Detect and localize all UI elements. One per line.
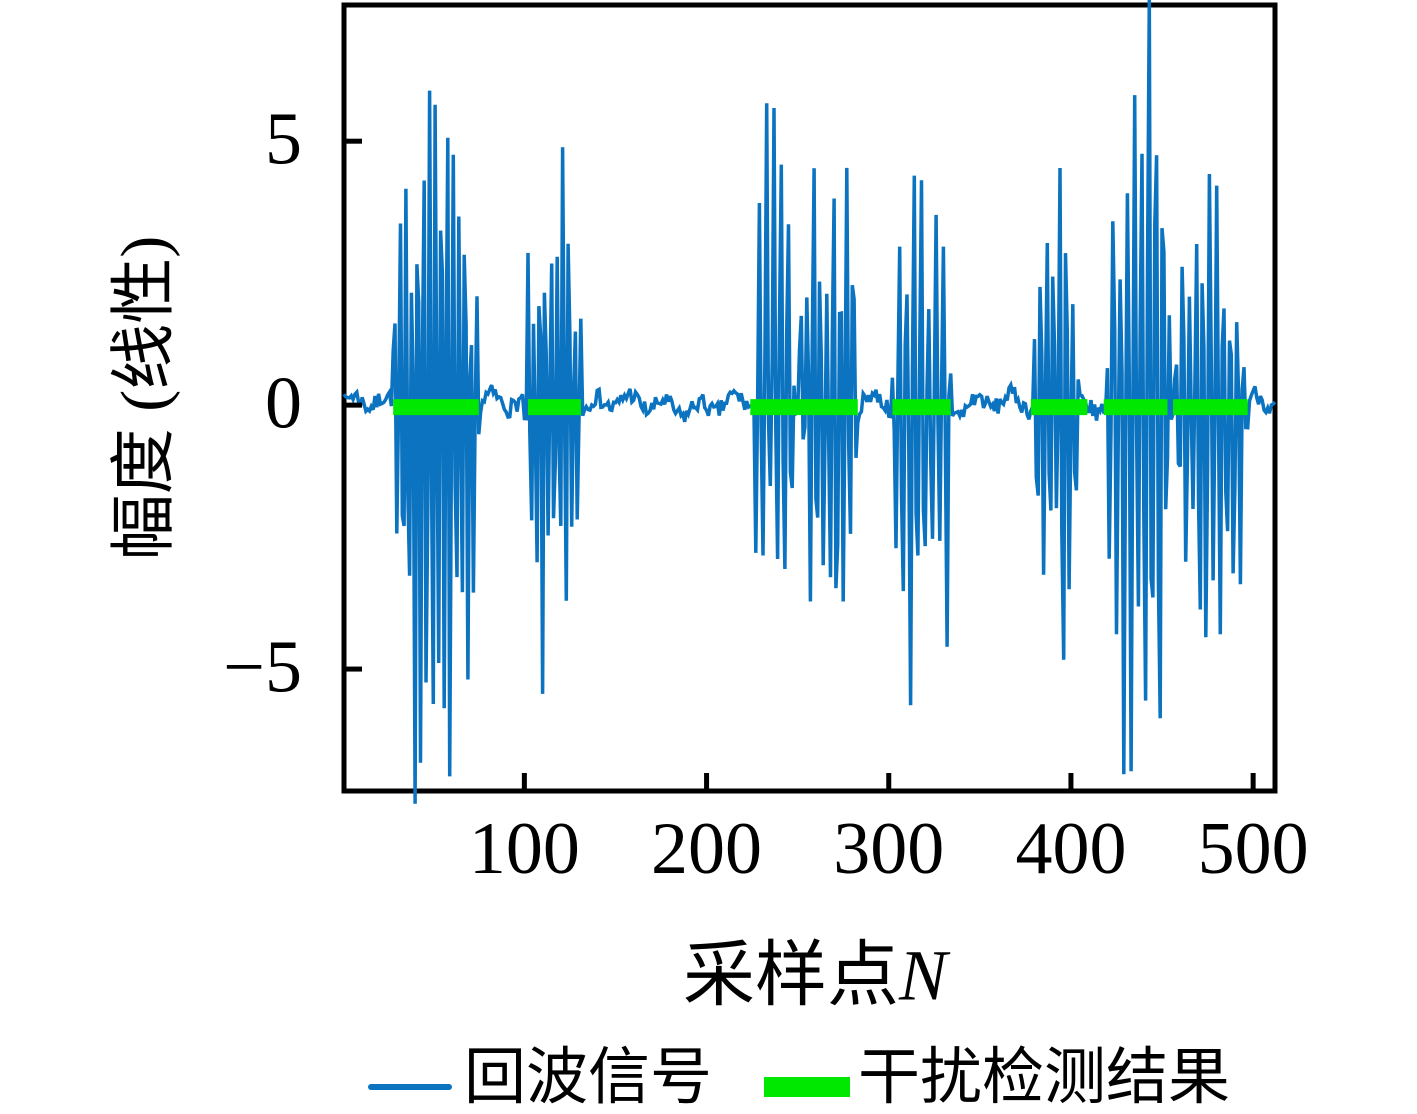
x-tick-label-300: 300	[833, 808, 945, 890]
y-tick-label-−5: −5	[223, 626, 302, 709]
y-axis-label: 幅度 (线性)	[108, 235, 181, 561]
x-axis-label-text: 采样点	[682, 935, 899, 1016]
x-axis-label-variable: N	[898, 935, 948, 1016]
x-tick-label-100: 100	[468, 808, 580, 890]
axis-ticks	[346, 138, 1256, 789]
y-tick-label-5: 5	[265, 98, 302, 181]
y-tick-label-0: 0	[265, 362, 302, 445]
echo-signal-line	[342, 0, 1277, 804]
x-axis-label: 采样点N	[683, 916, 947, 1021]
axes-frame	[341, 2, 1278, 794]
x-tick-label-400: 400	[1015, 808, 1127, 890]
x-tick-label-200: 200	[651, 808, 763, 890]
x-tick-label-500: 500	[1197, 808, 1309, 890]
